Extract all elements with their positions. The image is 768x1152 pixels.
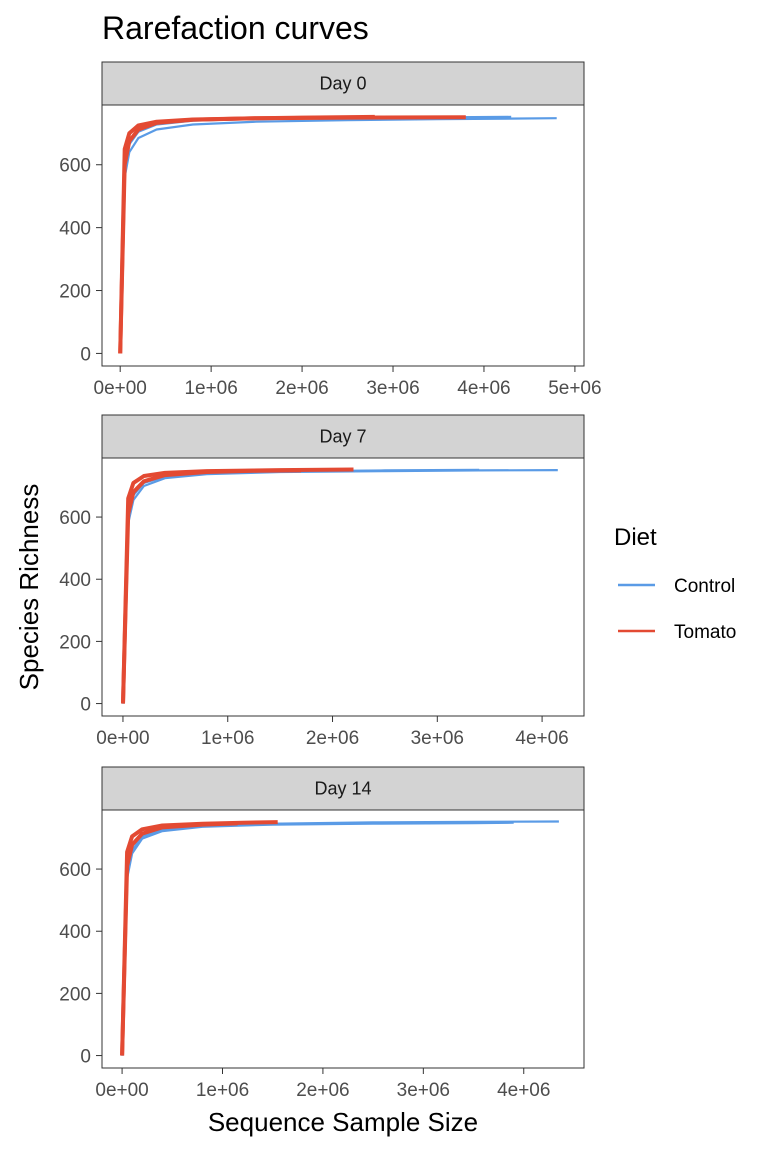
plot-area bbox=[102, 458, 584, 716]
plot-area bbox=[102, 105, 584, 366]
y-tick-label: 200 bbox=[59, 984, 91, 1005]
series-lines bbox=[121, 467, 558, 704]
series-lines bbox=[118, 114, 557, 354]
x-tick-label: 4e+06 bbox=[457, 378, 510, 399]
chart-title: Rarefaction curves bbox=[102, 10, 369, 46]
legend-label-tomato: Tomato bbox=[674, 622, 736, 643]
x-tick-label: 0e+00 bbox=[95, 1080, 148, 1101]
y-tick-label: 200 bbox=[59, 282, 91, 303]
y-tick-label: 400 bbox=[59, 219, 91, 240]
y-tick-label: 600 bbox=[59, 508, 91, 529]
y-axis-title: Species Richness bbox=[14, 484, 44, 691]
plot-area bbox=[102, 810, 584, 1068]
y-tick-label: 0 bbox=[80, 344, 91, 365]
x-tick-label: 2e+06 bbox=[275, 378, 328, 399]
series-line-tomato bbox=[121, 468, 302, 704]
facet-strip bbox=[101, 414, 585, 459]
panel-border bbox=[101, 809, 585, 1069]
legend-title: Diet bbox=[614, 524, 657, 551]
facet-strip bbox=[101, 766, 585, 811]
y-tick-label: 0 bbox=[80, 1047, 91, 1068]
x-tick-label: 1e+06 bbox=[201, 728, 254, 749]
y-tick-label: 400 bbox=[59, 570, 91, 591]
facet-strip-label: Day 14 bbox=[314, 779, 371, 799]
series-line-tomato bbox=[118, 114, 375, 354]
x-tick-label: 4e+06 bbox=[497, 1080, 550, 1101]
x-tick-label: 0e+00 bbox=[94, 378, 147, 399]
series-line-tomato bbox=[120, 821, 238, 1056]
series-line-control bbox=[119, 117, 557, 354]
y-tick-label: 600 bbox=[59, 156, 91, 177]
series-line-control bbox=[121, 821, 514, 1056]
legend-label-control: Control bbox=[674, 576, 735, 597]
y-tick-label: 0 bbox=[80, 695, 91, 716]
x-tick-label: 2e+06 bbox=[296, 1080, 349, 1101]
facet-strip bbox=[101, 61, 585, 106]
x-axis-title: Sequence Sample Size bbox=[208, 1107, 478, 1137]
series-lines bbox=[120, 820, 559, 1056]
x-tick-label: 0e+00 bbox=[96, 728, 149, 749]
x-tick-label: 1e+06 bbox=[184, 378, 237, 399]
x-tick-label: 5e+06 bbox=[548, 378, 601, 399]
facet-strip-label: Day 0 bbox=[319, 74, 366, 94]
panel-border bbox=[101, 457, 585, 717]
y-tick-label: 400 bbox=[59, 922, 91, 943]
x-tick-label: 1e+06 bbox=[196, 1080, 249, 1101]
panel-border bbox=[101, 104, 585, 367]
facet-strip-label: Day 7 bbox=[319, 427, 366, 447]
x-tick-label: 2e+06 bbox=[306, 728, 359, 749]
x-tick-label: 3e+06 bbox=[366, 378, 419, 399]
x-tick-label: 3e+06 bbox=[411, 728, 464, 749]
legend: Diet Control Tomato bbox=[614, 524, 736, 643]
x-tick-label: 4e+06 bbox=[515, 728, 568, 749]
y-tick-label: 200 bbox=[59, 632, 91, 653]
y-tick-label: 600 bbox=[59, 860, 91, 881]
x-tick-label: 3e+06 bbox=[397, 1080, 450, 1101]
facet-panel-2: Day 14 0e+00 1e+06 2e+06 3e+06 4e+06 0 200 400 60… bbox=[59, 766, 585, 1101]
facet-panel-1: Day 7 0e+00 1e+06 2e+06 3e+06 4e+06 0 200 400 600 bbox=[59, 414, 585, 749]
facet-panel-0: Day 0 0e+00 1e+06 2e+06 3e+06 4e+06 5e+06 0 200 4… bbox=[59, 61, 602, 399]
facet-panels: Day 0 0e+00 1e+06 2e+06 3e+06 4e+06 5e+06 0 200 4… bbox=[59, 61, 602, 1101]
